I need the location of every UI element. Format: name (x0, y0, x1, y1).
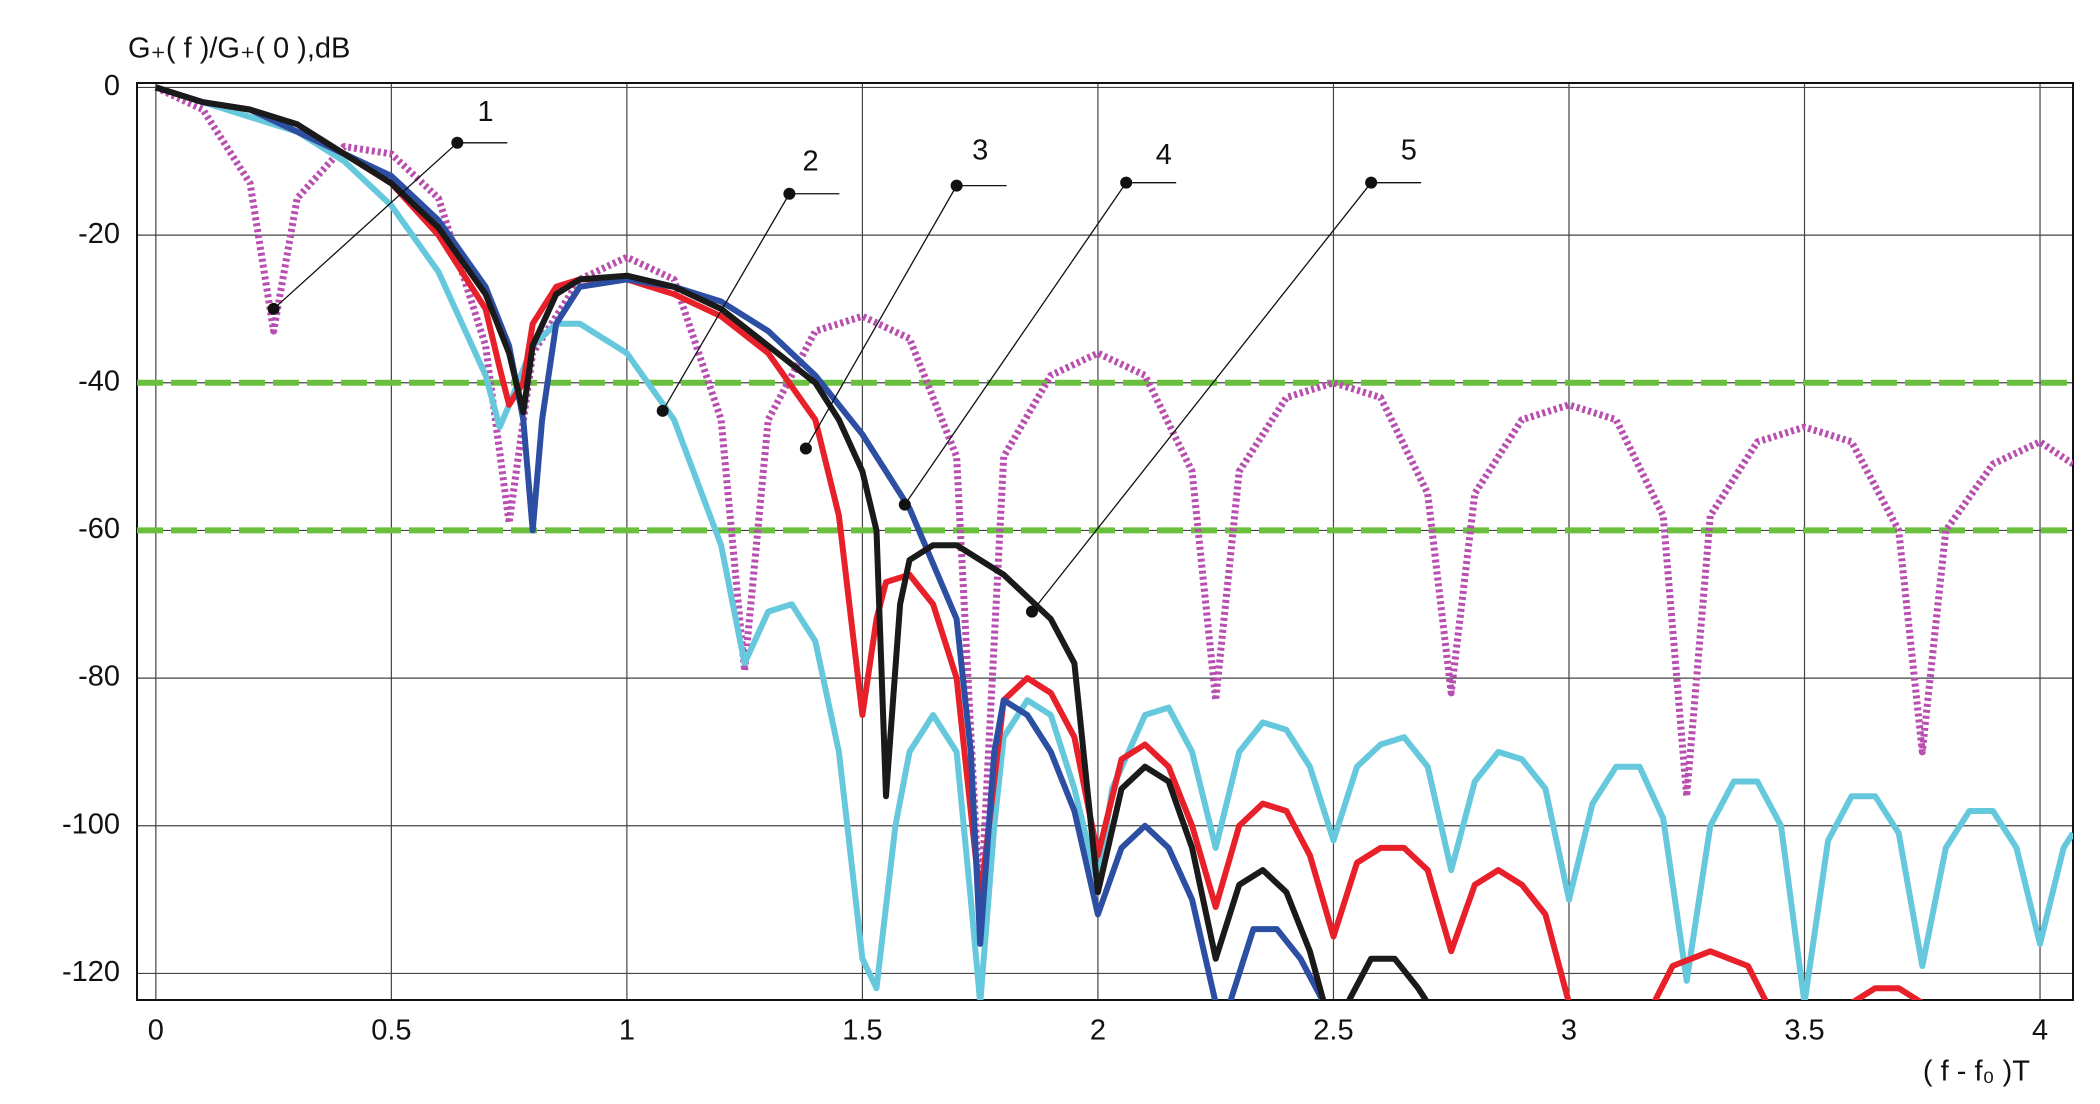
series-line (154, 84, 1430, 1000)
callout-label: 4 (1156, 139, 1172, 171)
series-line (154, 84, 2073, 1000)
callout-label: 2 (803, 146, 819, 178)
callout-label: 5 (1401, 134, 1417, 166)
callout-leader (1031, 182, 1372, 613)
callout-dot (1025, 605, 1038, 618)
callout-dot (1365, 176, 1378, 189)
callout-leader (273, 142, 458, 310)
x-tick-label: 0 (148, 1015, 164, 1047)
callout-dot (451, 136, 464, 149)
callout-leader (904, 182, 1127, 505)
callout-dot (950, 179, 963, 192)
plot-area (154, 84, 2073, 1000)
x-tick-label: 1.5 (842, 1015, 882, 1047)
callout-dot (898, 498, 911, 511)
y-axis-title: G₊( f )/G₊( 0 ),dB (128, 33, 350, 65)
y-tick-label: -20 (78, 218, 120, 250)
x-axis-title: ( f - f₀ )T (1923, 1056, 2030, 1088)
callout-label: 3 (972, 134, 988, 166)
callout-dot (783, 187, 796, 200)
x-tick-label: 4 (2032, 1015, 2048, 1047)
series-line (154, 84, 1924, 1000)
y-tick-label: -80 (78, 661, 120, 693)
x-tick-label: 3 (1561, 1015, 1577, 1047)
callout-dot (1120, 176, 1133, 189)
series-line (154, 84, 2073, 918)
series-line (154, 84, 1326, 1000)
callout-dot (267, 302, 280, 315)
x-tick-label: 0.5 (371, 1015, 411, 1047)
y-tick-label: -40 (78, 365, 120, 397)
y-tick-label: 0 (104, 70, 120, 102)
x-tick-label: 1 (619, 1015, 635, 1047)
x-tick-label: 3.5 (1784, 1015, 1824, 1047)
x-tick-label: 2.5 (1313, 1015, 1353, 1047)
callout-dot (799, 442, 812, 455)
y-tick-label: -60 (78, 513, 120, 545)
callout-dot (656, 404, 669, 417)
y-tick-label: -120 (62, 956, 120, 988)
x-tick-label: 2 (1090, 1015, 1106, 1047)
y-tick-label: -100 (62, 808, 120, 840)
callout-leader (805, 185, 958, 449)
plot-frame (136, 82, 2074, 1001)
callout-leader (662, 193, 790, 412)
callout-label: 1 (478, 96, 494, 128)
